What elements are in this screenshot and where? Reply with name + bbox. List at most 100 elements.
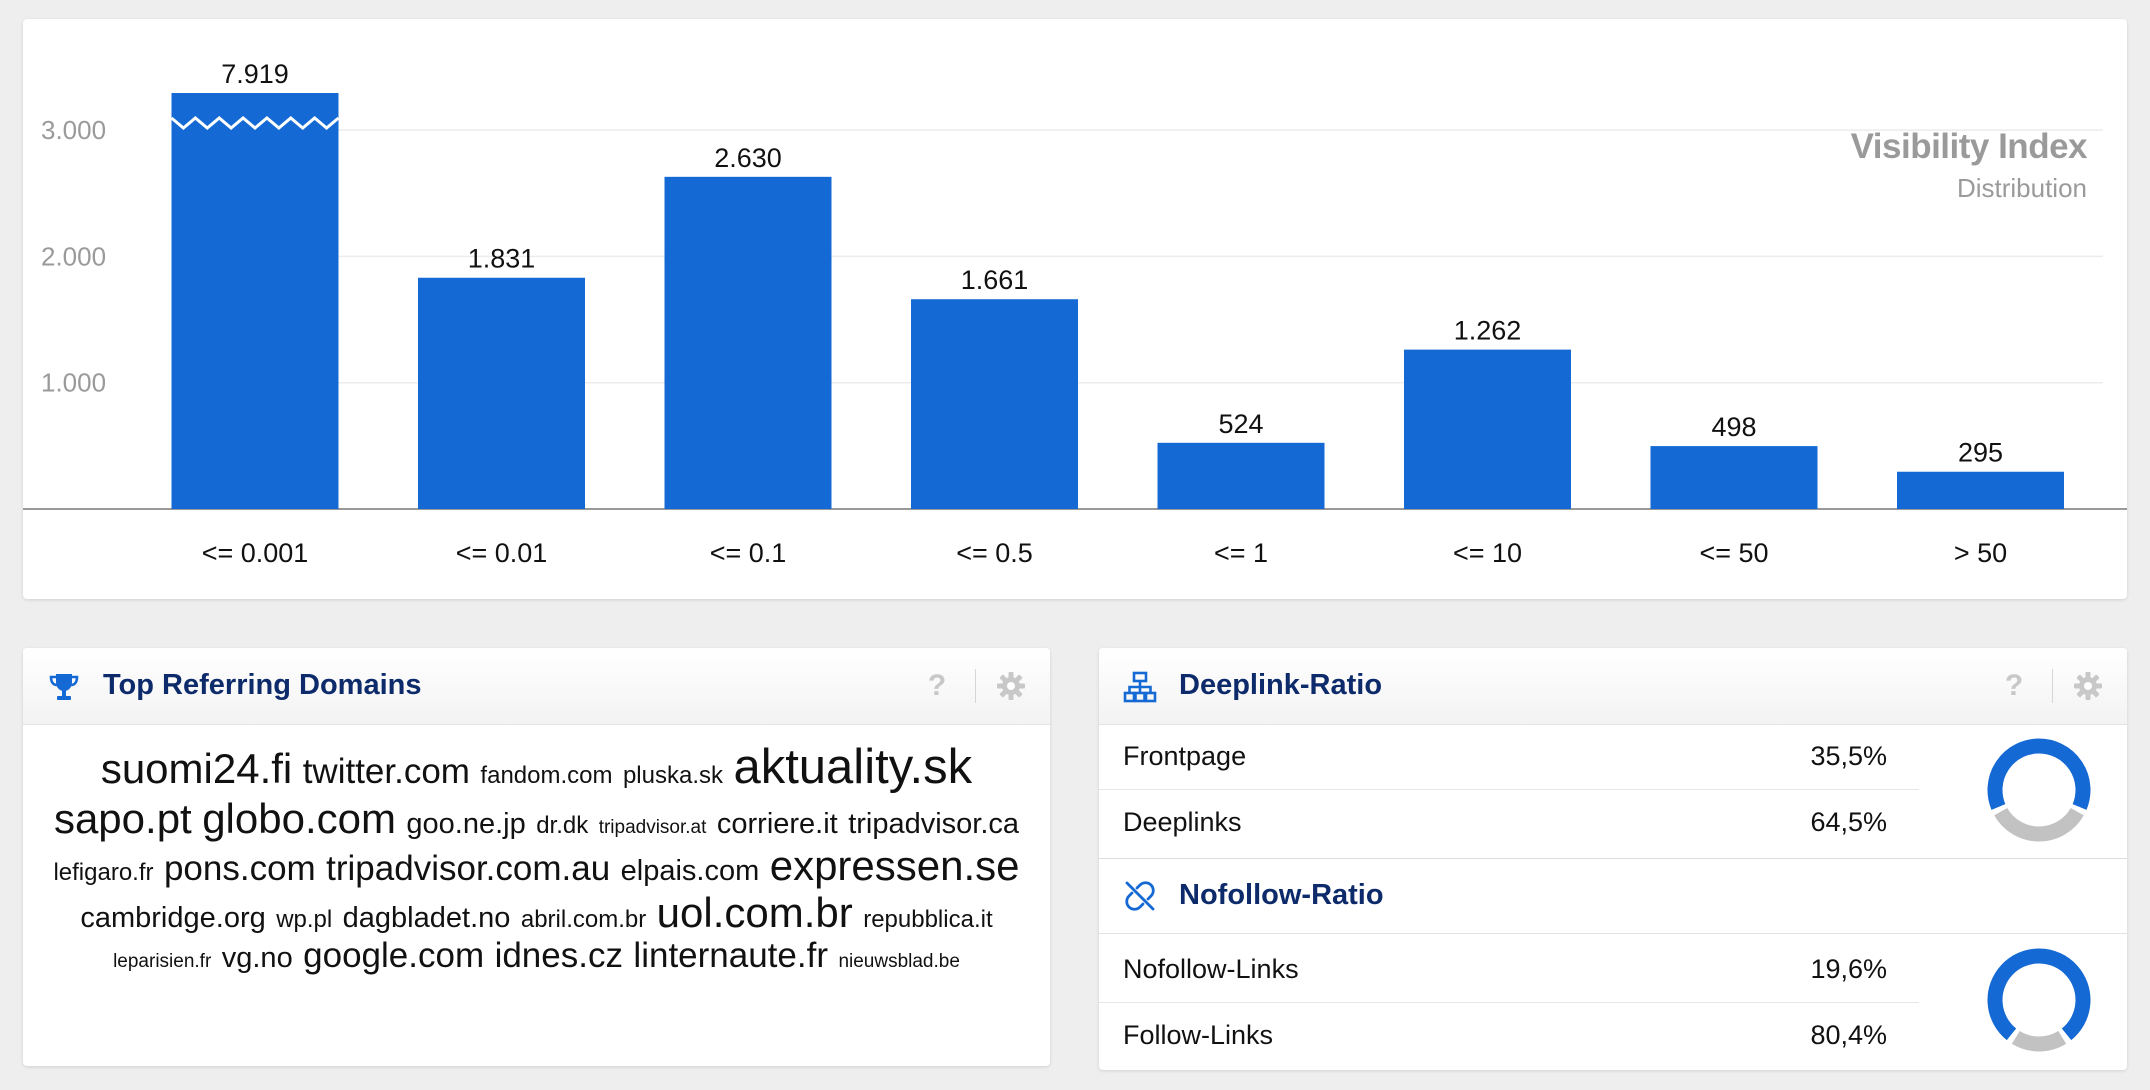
gear-icon[interactable]	[2073, 671, 2103, 701]
bar	[418, 277, 585, 509]
axis-break-marker	[170, 116, 340, 130]
donut-segment-primary	[1987, 948, 2091, 1041]
domain-link[interactable]: pluska.sk	[622, 762, 723, 789]
gear-icon[interactable]	[996, 671, 1026, 701]
ratio-value: 80,4%	[1810, 1020, 1887, 1050]
box-actions: ?	[1996, 668, 2103, 704]
donut-segment-secondary	[1994, 807, 2084, 842]
x-tick-label: <= 10	[1453, 538, 1522, 568]
domain-link[interactable]: pons.com	[163, 848, 316, 888]
ratio-label: Deeplinks	[1123, 807, 1242, 837]
domain-link[interactable]: dr.dk	[536, 811, 589, 839]
bar-value-label: 498	[1711, 412, 1756, 442]
x-tick-label: <= 0.001	[202, 538, 309, 568]
domain-link[interactable]: uol.com.br	[656, 888, 853, 936]
domain-link[interactable]: corriere.it	[716, 807, 838, 840]
ratio-label: Frontpage	[1123, 741, 1247, 771]
ratio-value: 64,5%	[1810, 807, 1887, 837]
help-icon[interactable]: ?	[927, 669, 947, 702]
bar	[1404, 349, 1571, 509]
row-divider	[1099, 789, 1919, 790]
bar	[1157, 442, 1325, 509]
bar-value-label: 2.630	[714, 143, 782, 173]
deeplink-donut-chart	[1987, 738, 2091, 842]
donut-segment-primary	[1987, 738, 2091, 810]
domain-link[interactable]: vg.no	[221, 941, 293, 974]
x-tick-label: <= 0.5	[956, 538, 1033, 568]
divider	[2052, 669, 2053, 703]
domain-link[interactable]: expressen.se	[769, 841, 1020, 889]
ratio-row-deeplinks: Deeplinks 64,5%	[1099, 790, 1927, 854]
domain-link[interactable]: leparisien.fr	[113, 950, 212, 972]
domain-link[interactable]: fandom.com	[480, 762, 613, 789]
bar-value-label: 7.919	[221, 59, 289, 89]
bar-value-label: 1.262	[1454, 316, 1522, 346]
box-actions: ?	[919, 668, 1026, 704]
bar-value-label: 1.831	[468, 244, 536, 274]
ratio-label: Follow-Links	[1123, 1020, 1274, 1050]
domain-link[interactable]: wp.pl	[276, 905, 333, 933]
x-tick-label: <= 50	[1699, 538, 1768, 568]
help-icon[interactable]: ?	[2004, 669, 2024, 702]
domain-link[interactable]: elpais.com	[620, 854, 760, 887]
domain-link[interactable]: tripadvisor.ca	[848, 807, 1020, 840]
ratio-row-frontpage: Frontpage 35,5%	[1099, 724, 1927, 788]
x-tick-label: <= 0.1	[710, 538, 787, 568]
section-title: Nofollow-Ratio	[1179, 879, 1384, 911]
ratio-value: 19,6%	[1810, 954, 1887, 984]
domain-link[interactable]: abril.com.br	[520, 905, 647, 933]
box-header: Top Referring Domains ?	[23, 648, 1050, 725]
x-tick-label: > 50	[1954, 538, 2007, 568]
domain-link[interactable]: aktuality.sk	[733, 740, 973, 794]
domain-link[interactable]: lefigaro.fr	[53, 858, 154, 886]
bar	[664, 176, 832, 509]
ratio-row-nofollow: Nofollow-Links 19,6%	[1099, 937, 1927, 1001]
chart-title: Visibility Index	[1850, 127, 2088, 166]
row-divider	[1099, 1002, 1919, 1003]
bar-chart-svg: 1.000 2.000 3.000 7.919 <= 0.001 1.831 <= 0.01…	[23, 59, 2127, 568]
ratio-label: Nofollow-Links	[1123, 954, 1299, 984]
nofollow-donut-chart	[1987, 948, 2091, 1052]
bar-value-label: 524	[1218, 409, 1263, 439]
domain-link[interactable]: tripadvisor.com.au	[326, 848, 611, 888]
domain-tag-cloud: suomi24.fi twitter.com fandom.com pluska…	[43, 740, 1030, 975]
bar	[1650, 446, 1818, 509]
domain-link[interactable]: dagbladet.no	[342, 901, 511, 934]
bar	[171, 93, 339, 509]
chart-title-block: Visibility Index Distribution	[1850, 127, 2088, 204]
domain-link[interactable]: idnes.cz	[494, 935, 623, 975]
y-tick-label: 1.000	[41, 368, 106, 398]
domain-link[interactable]: repubblica.it	[863, 905, 993, 933]
domain-link[interactable]: globo.com	[202, 794, 396, 842]
link-ratio-box: Deeplink-Ratio ? Frontp	[1099, 648, 2127, 1070]
trophy-icon	[49, 674, 79, 700]
visibility-distribution-chart: 1.000 2.000 3.000 7.919 <= 0.001 1.831 <= 0.01…	[23, 19, 2127, 599]
y-tick-label: 2.000	[41, 241, 106, 271]
top-referring-domains-box: Top Referring Domains ? suomi24.	[23, 648, 1050, 1066]
domain-link[interactable]: twitter.com	[302, 752, 470, 791]
domain-link[interactable]: goo.ne.jp	[406, 807, 526, 840]
sitemap-icon	[1123, 671, 1157, 703]
domain-link[interactable]: suomi24.fi	[100, 745, 293, 792]
x-tick-label: <= 1	[1214, 538, 1268, 568]
broken-link-icon	[1125, 881, 1155, 911]
domain-link[interactable]: tripadvisor.at	[598, 816, 707, 838]
domain-link[interactable]: nieuwsblad.be	[838, 950, 960, 972]
bar-value-label: 295	[1958, 438, 2003, 468]
donut-segment-secondary	[2011, 1030, 2067, 1052]
y-tick-label: 3.000	[41, 115, 106, 145]
domain-link[interactable]: google.com	[303, 935, 485, 975]
chart-subtitle: Distribution	[1956, 173, 2087, 203]
domain-link[interactable]: sapo.pt	[53, 794, 192, 842]
domain-link[interactable]: cambridge.org	[80, 901, 266, 934]
ratio-value: 35,5%	[1810, 741, 1887, 771]
bar-value-label: 1.661	[961, 265, 1029, 295]
bar	[1897, 471, 2064, 509]
box-header: Deeplink-Ratio ?	[1099, 648, 2127, 725]
nofollow-header: Nofollow-Ratio	[1099, 859, 2127, 934]
domain-link[interactable]: linternaute.fr	[633, 935, 828, 975]
bar	[911, 299, 1078, 509]
section-divider	[1099, 858, 2127, 859]
divider	[975, 669, 976, 703]
ratio-row-follow: Follow-Links 80,4%	[1099, 1003, 1927, 1067]
